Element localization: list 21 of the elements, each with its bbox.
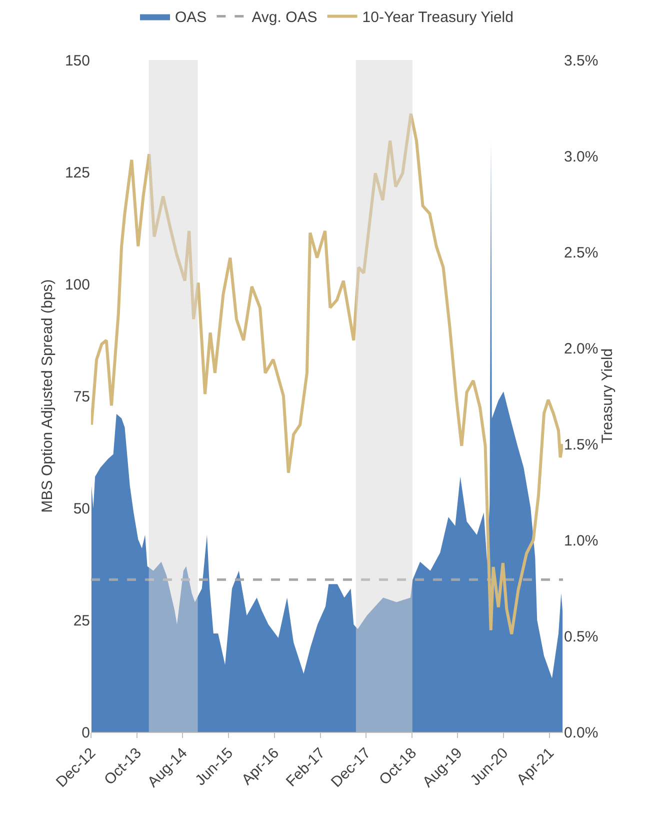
y2-tick-label: 0.0% (564, 724, 598, 742)
y2-axis-title: Treasury Yield (599, 348, 616, 444)
y2-tick-label: 1.0% (564, 532, 598, 550)
legend-label: Avg. OAS (252, 9, 318, 26)
y2-tick-label: 3.0% (564, 148, 598, 166)
y-tick-label: 25 (73, 612, 90, 630)
y2-tick-label: 2.5% (564, 244, 598, 262)
y-axis-title: MBS Option Adjusted Spread (bps) (39, 279, 56, 513)
y-tick-label: 125 (64, 164, 90, 182)
y-tick-label: 0 (82, 724, 90, 742)
y2-tick-label: 1.5% (564, 436, 598, 454)
legend-label: OAS (175, 9, 207, 26)
y-tick-label: 150 (64, 52, 90, 70)
y2-tick-label: 3.5% (564, 52, 598, 70)
y2-tick-label: 0.5% (564, 628, 598, 646)
line-series (91, 112, 563, 636)
y-tick-label: 50 (73, 500, 90, 518)
legend-label: 10-Year Treasury Yield (362, 9, 514, 26)
y-tick-label: 75 (73, 388, 90, 406)
y-tick-label: 100 (64, 276, 90, 294)
y2-tick-label: 2.0% (564, 340, 598, 358)
